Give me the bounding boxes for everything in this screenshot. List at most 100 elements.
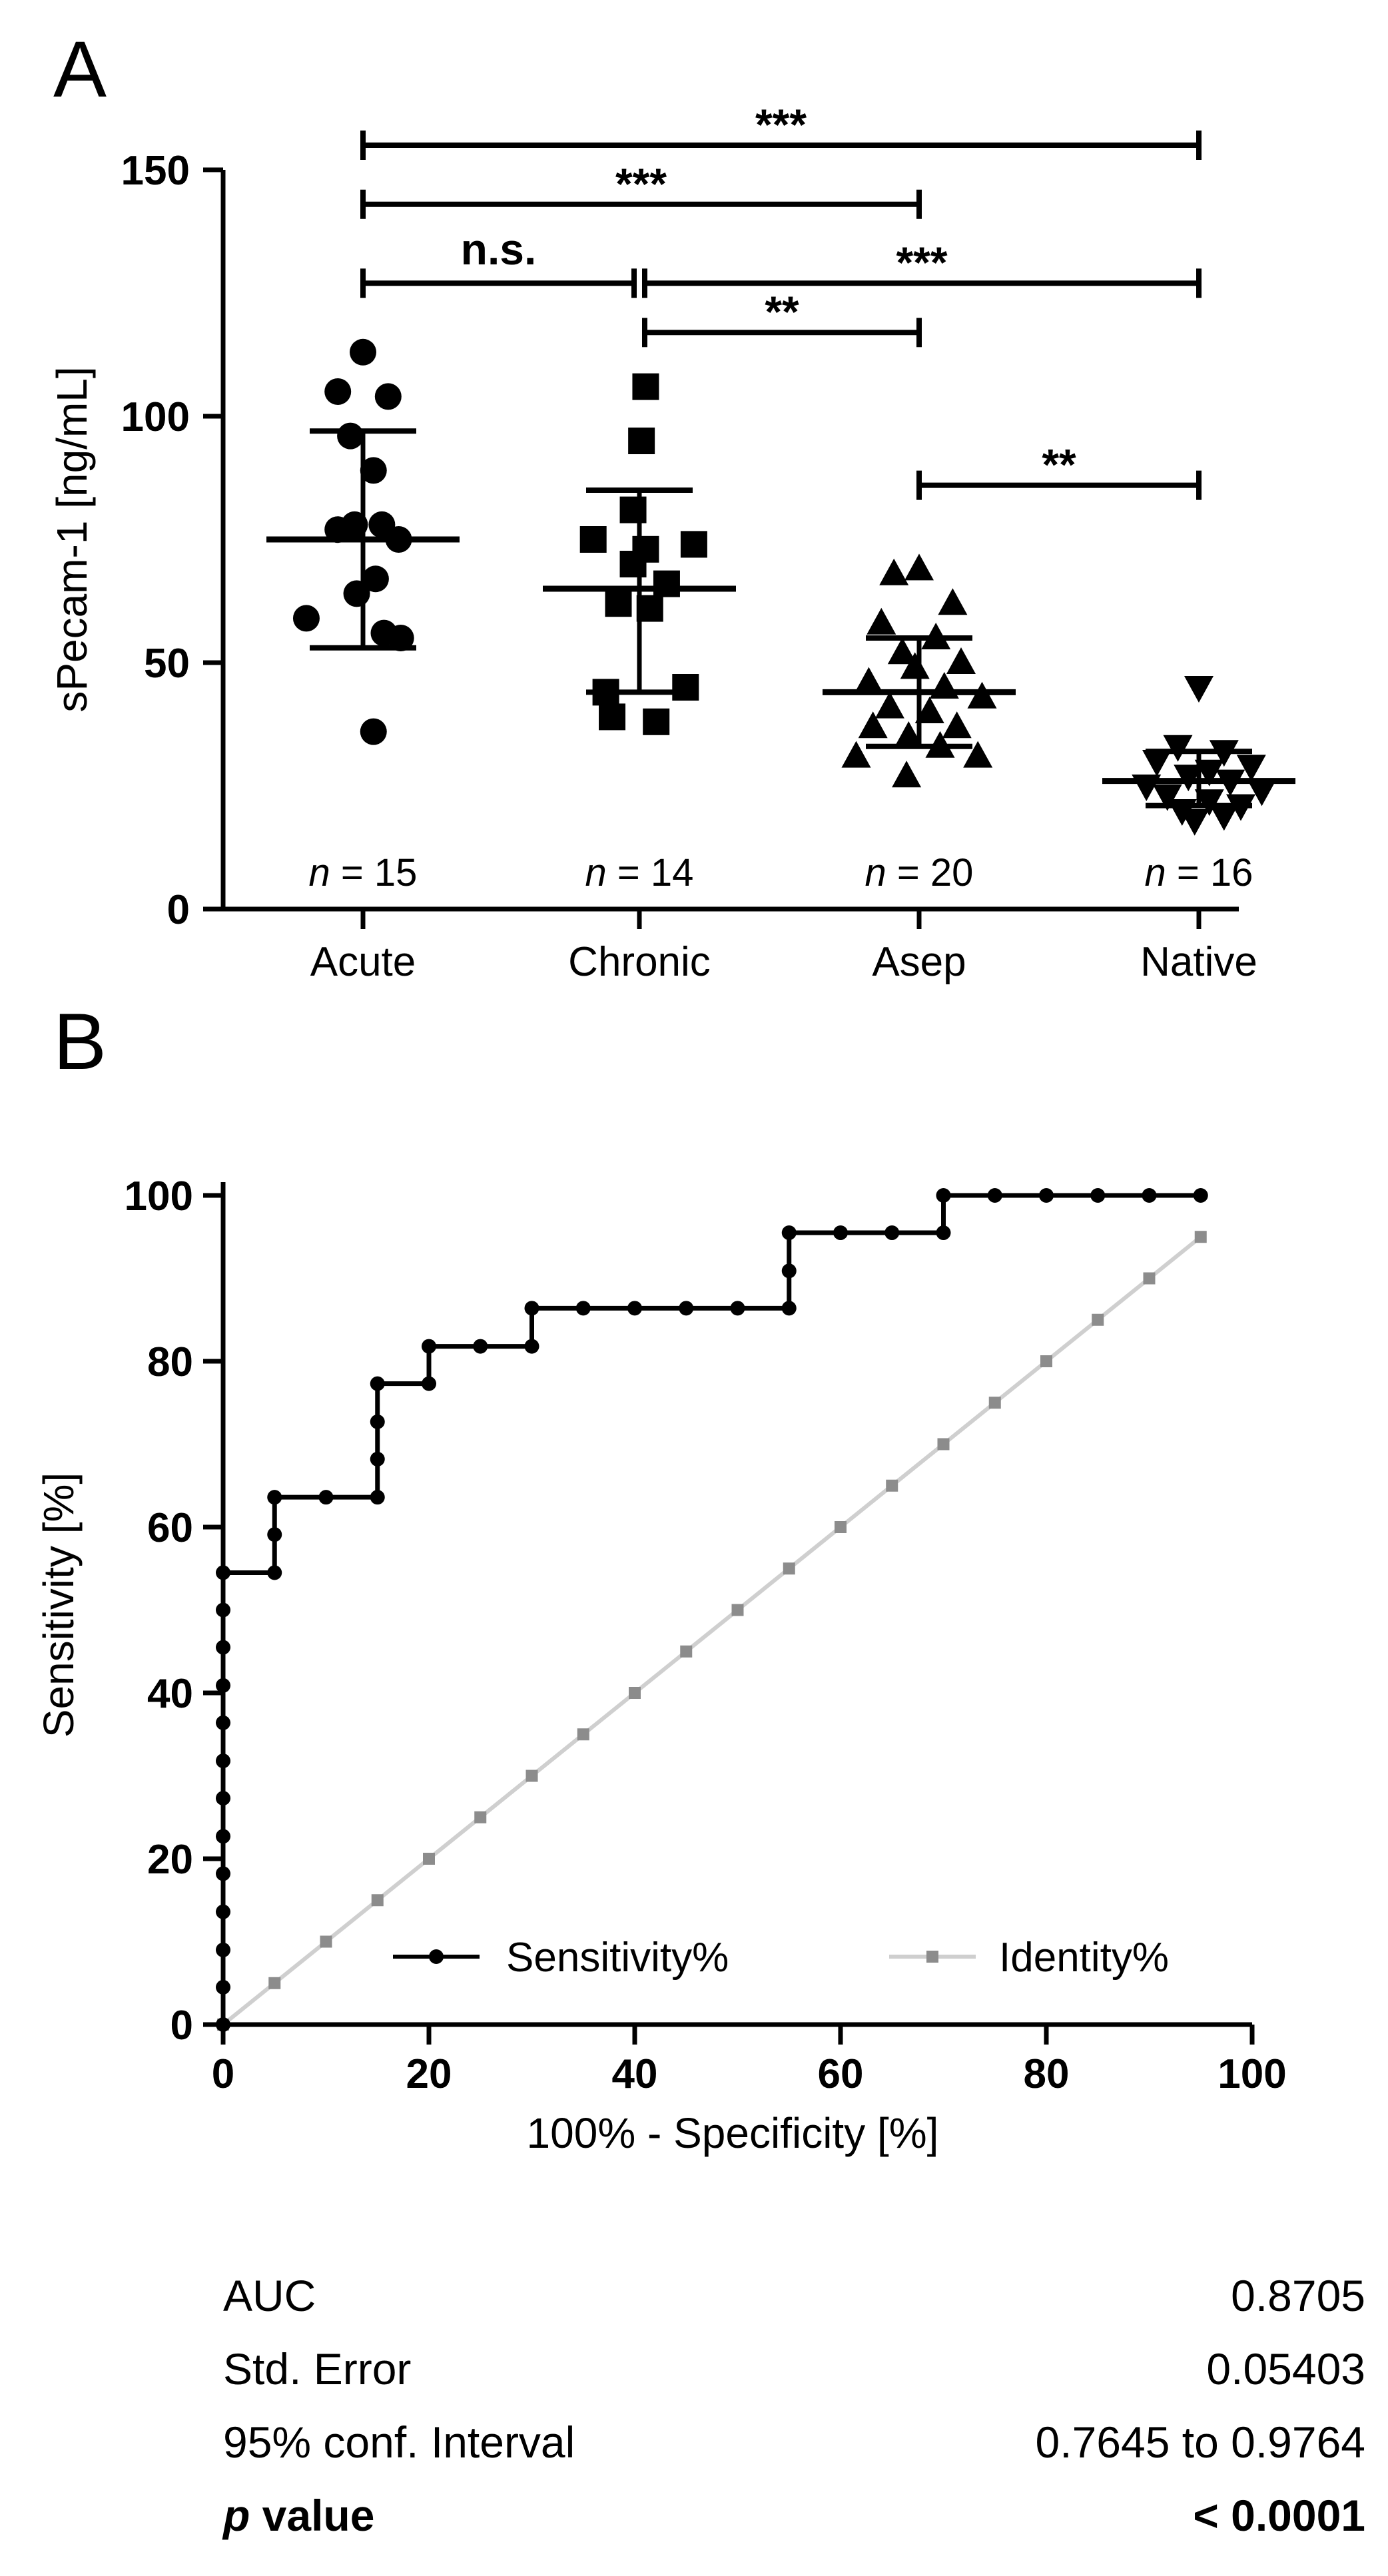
b-point-sensitivity: [781, 1263, 797, 1279]
a-bracket-label: ***: [615, 159, 667, 208]
a-bracket: ***: [642, 238, 1202, 298]
b-point-identity: [268, 1977, 281, 1989]
b-point-identity: [1092, 1313, 1104, 1326]
b-point-identity: [577, 1728, 589, 1741]
b-point-sensitivity: [524, 1301, 539, 1316]
panel-b-series: [216, 1188, 1208, 2032]
a-n-label-chronic: n = 14: [585, 851, 694, 894]
b-point-sensitivity: [267, 1565, 282, 1580]
b-point-sensitivity: [216, 1979, 230, 1995]
b-point-sensitivity: [575, 1301, 591, 1316]
b-point-identity: [371, 1894, 384, 1907]
a-point-acute: [360, 718, 387, 745]
panel-b-y-ticks: 0 20 40 60 80 100: [125, 1173, 223, 2049]
panel-a-n-labels: n = 15 n = 14 n = 20 n = 16: [309, 851, 1253, 894]
a-point-asep: [914, 697, 944, 723]
stats-p-symbol: p: [222, 2491, 250, 2540]
b-point-sensitivity: [1090, 1188, 1106, 1203]
stats-ci-value: 0.7645 to 0.9764: [1036, 2417, 1365, 2467]
stats-p-label: p value: [222, 2491, 374, 2540]
a-bracket: **: [916, 440, 1202, 500]
a-point-native: [1180, 808, 1210, 836]
b-point-sensitivity: [216, 1791, 230, 1806]
a-y-tick-label: 50: [144, 641, 190, 687]
a-point-chronic: [605, 590, 632, 617]
b-point-sensitivity: [267, 1527, 282, 1542]
b-point-sensitivity: [216, 1942, 230, 1957]
a-point-acute: [374, 383, 402, 410]
stats-se-label: Std. Error: [223, 2344, 411, 2394]
panel-b: B 0 20 40 60 80 100 0 20 40 60 80 100 Sensitivity …: [35, 997, 1365, 2540]
a-point-asep: [963, 741, 993, 768]
stats-p-value: < 0.0001: [1193, 2491, 1365, 2540]
b-point-identity: [320, 1935, 332, 1948]
a-y-tick-label: 150: [121, 148, 190, 194]
a-y-tick-label: 0: [167, 887, 190, 933]
a-point-native: [1209, 804, 1239, 831]
a-bracket: ***: [360, 100, 1202, 160]
b-point-sensitivity: [318, 1490, 334, 1505]
b-point-sensitivity: [216, 1565, 230, 1580]
a-point-native: [1247, 779, 1277, 806]
a-bracket-label: ***: [896, 238, 947, 287]
a-x-tick-label-native: Native: [1140, 939, 1257, 985]
a-point-chronic: [653, 570, 680, 597]
a-bracket: n.s.: [360, 224, 637, 298]
panel-b-stats-table: AUC 0.8705 Std. Error 0.05403 95% conf. …: [222, 2271, 1365, 2540]
a-point-native: [1152, 784, 1182, 811]
a-point-acute: [350, 338, 376, 366]
a-bracket-label: **: [765, 287, 799, 336]
b-point-sensitivity: [370, 1451, 385, 1466]
b-x-tick-label: 40: [612, 2051, 658, 2097]
b-point-sensitivity: [1142, 1188, 1157, 1203]
stats-auc-value: 0.8705: [1231, 2271, 1365, 2320]
b-point-sensitivity: [216, 1715, 230, 1730]
b-point-identity: [1194, 1231, 1207, 1243]
panel-b-y-axis-title: Sensitivity [%]: [35, 1472, 83, 1738]
b-y-tick-label: 0: [171, 2003, 193, 2049]
a-point-chronic: [643, 708, 670, 735]
a-bracket-label: n.s.: [461, 224, 537, 274]
a-n-label-native: n = 16: [1145, 851, 1253, 894]
b-series-line-sensitivity: [220, 1193, 1201, 2025]
a-bracket-label: ***: [755, 100, 807, 149]
b-x-tick-label: 60: [818, 2051, 864, 2097]
b-y-tick-label: 20: [147, 1837, 193, 1883]
b-point-sensitivity: [216, 1640, 230, 1655]
a-point-chronic: [632, 373, 659, 400]
b-point-sensitivity: [781, 1301, 797, 1316]
b-x-tick-label: 0: [212, 2051, 234, 2097]
a-point-native: [1236, 755, 1266, 782]
a-point-chronic: [628, 428, 655, 454]
b-point-sensitivity: [730, 1301, 745, 1316]
legend-identity-label: Identity%: [999, 1935, 1169, 1981]
b-point-identity: [886, 1479, 898, 1492]
panel-b-legend: Sensitivity% Identity%: [393, 1935, 1169, 1981]
b-point-sensitivity: [267, 1490, 282, 1505]
a-point-asep: [900, 652, 930, 679]
panel-a-y-ticks: 0 50 100 150: [121, 148, 223, 933]
a-point-asep: [894, 721, 924, 748]
b-point-sensitivity: [216, 1678, 230, 1693]
b-point-sensitivity: [216, 2017, 230, 2032]
b-point-identity: [474, 1811, 487, 1823]
b-point-identity: [988, 1397, 1001, 1409]
a-point-asep: [942, 711, 972, 739]
a-point-native: [1142, 750, 1172, 777]
a-x-tick-label-chronic: Chronic: [568, 939, 711, 985]
a-bracket: **: [642, 287, 922, 348]
panel-a-points: [292, 338, 1277, 836]
b-point-sensitivity: [216, 1829, 230, 1844]
panel-a-error-bars: [266, 428, 1295, 808]
b-point-sensitivity: [627, 1301, 642, 1316]
b-point-sensitivity: [781, 1225, 797, 1241]
b-point-sensitivity: [370, 1414, 385, 1429]
b-point-identity: [680, 1645, 693, 1658]
b-point-sensitivity: [936, 1225, 951, 1241]
a-point-chronic: [672, 674, 699, 701]
b-point-sensitivity: [884, 1225, 900, 1241]
a-point-acute: [360, 457, 387, 484]
a-x-tick-label-acute: Acute: [310, 939, 416, 985]
b-point-identity: [731, 1604, 744, 1616]
